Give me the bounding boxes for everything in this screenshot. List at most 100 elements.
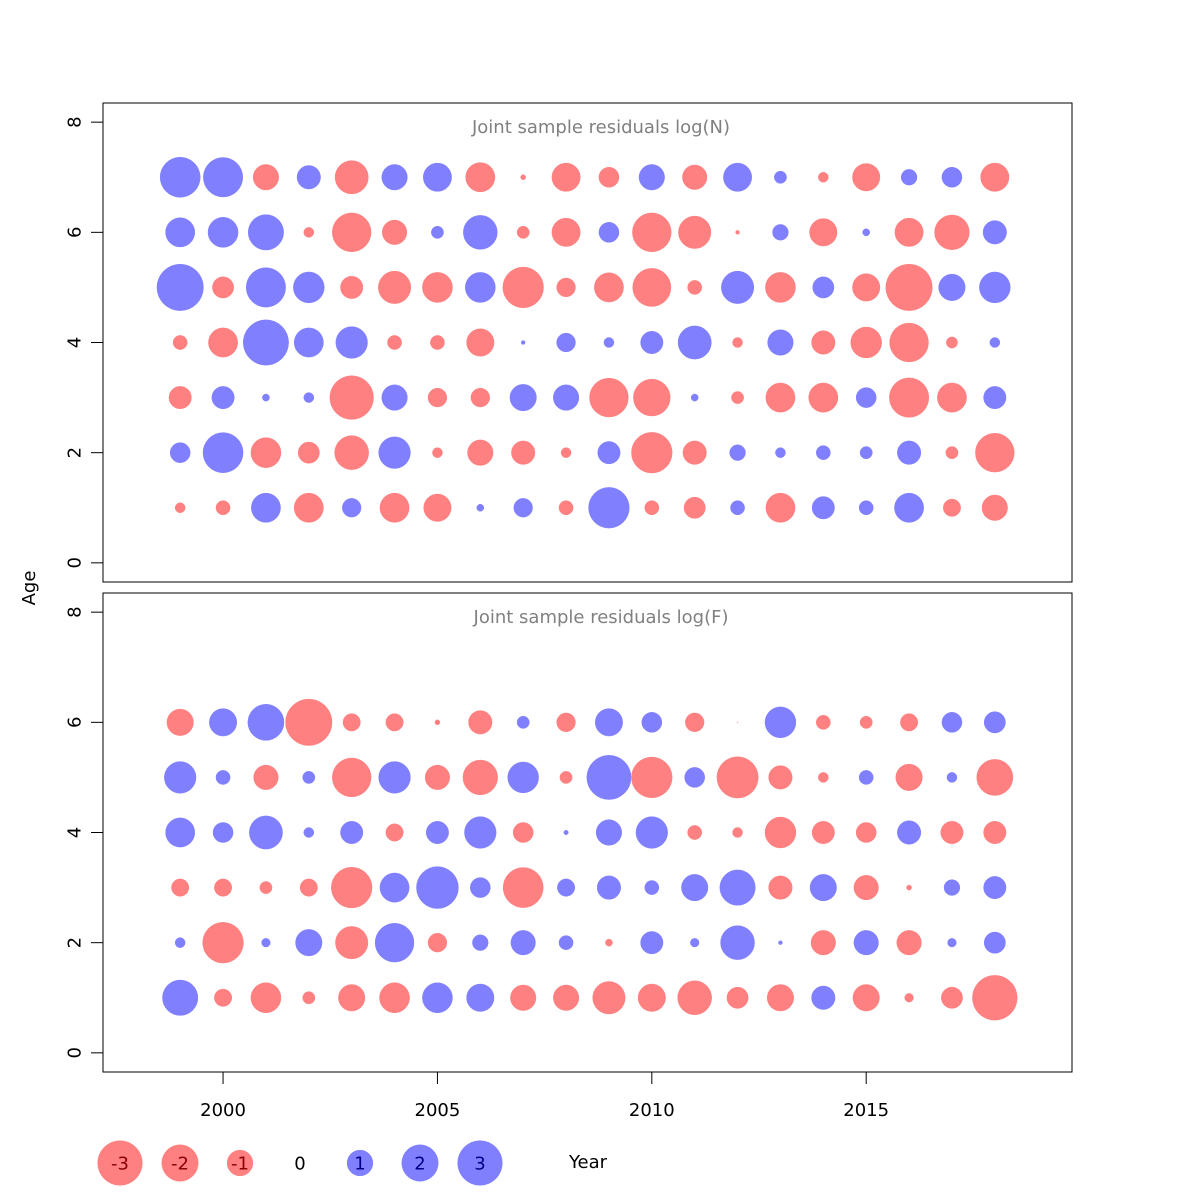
residual-bubble bbox=[262, 393, 270, 402]
residual-bubble bbox=[900, 169, 918, 186]
x-tick-label: 2010 bbox=[629, 1100, 675, 1121]
panel-log-n-title: Joint sample residuals log(N) bbox=[471, 117, 730, 138]
residual-bubble bbox=[594, 708, 623, 737]
residual-bubble bbox=[174, 502, 186, 514]
residual-bubble bbox=[855, 387, 877, 408]
residual-bubble bbox=[468, 710, 493, 735]
panel-log-n-bubbles bbox=[156, 156, 1015, 529]
legend-bubble bbox=[346, 1149, 374, 1177]
residual-bubble bbox=[764, 816, 797, 849]
residual-bubble bbox=[778, 940, 783, 945]
residual-bubble bbox=[378, 270, 412, 304]
residual-bubble bbox=[982, 220, 1007, 245]
residual-bubble bbox=[423, 162, 452, 192]
residual-bubble bbox=[466, 983, 495, 1012]
residual-bubble bbox=[156, 263, 204, 311]
residual-bubble bbox=[947, 938, 957, 948]
residual-bubble bbox=[340, 821, 364, 844]
legend-bubble bbox=[457, 1140, 503, 1186]
residual-bubble bbox=[295, 929, 323, 957]
residual-bubble bbox=[431, 225, 444, 239]
residual-bubble bbox=[812, 276, 835, 299]
residual-bubble bbox=[640, 331, 664, 354]
residual-bubble bbox=[983, 876, 1007, 900]
residual-bubble bbox=[716, 756, 759, 799]
residual-bubble bbox=[557, 878, 575, 897]
residual-bubble bbox=[340, 275, 364, 299]
residual-bubble bbox=[510, 930, 536, 956]
residual-bubble bbox=[168, 386, 192, 410]
residual-bubble bbox=[980, 162, 1010, 192]
x-tick-label: 2015 bbox=[843, 1100, 889, 1121]
residual-bubble bbox=[422, 272, 453, 303]
residual-bubble bbox=[687, 280, 703, 295]
residual-bubble bbox=[335, 326, 368, 359]
residual-bubble bbox=[681, 874, 709, 902]
x-axis-label: Year bbox=[568, 1152, 608, 1173]
residual-bubble bbox=[247, 214, 284, 251]
residual-bubble bbox=[677, 325, 712, 360]
residual-bubble bbox=[862, 228, 870, 237]
residual-bubble bbox=[685, 712, 705, 732]
residual-bubble bbox=[556, 712, 576, 732]
y-tick-label: 4 bbox=[64, 337, 85, 348]
residual-bubble bbox=[815, 445, 831, 461]
residual-bubble bbox=[463, 215, 498, 250]
residual-bubble bbox=[293, 271, 325, 304]
residual-bubble bbox=[810, 930, 836, 956]
residual-bubble bbox=[885, 263, 933, 311]
residual-bubble bbox=[766, 984, 794, 1012]
residual-bubble bbox=[162, 979, 199, 1016]
residual-bubble bbox=[331, 866, 373, 909]
residual-bubble bbox=[723, 162, 752, 192]
residual-bubble bbox=[299, 878, 318, 897]
residual-bubble bbox=[382, 219, 408, 245]
residual-bubble bbox=[171, 878, 190, 897]
residual-bubble bbox=[423, 493, 452, 522]
residual-bubble bbox=[510, 984, 537, 1011]
residual-bubble bbox=[203, 157, 244, 198]
residual-bubble bbox=[430, 335, 445, 350]
residual-bubble bbox=[334, 435, 369, 470]
x-tick-label: 2000 bbox=[200, 1100, 246, 1121]
residual-bubble bbox=[811, 496, 835, 520]
y-tick-label: 4 bbox=[64, 827, 85, 838]
residual-bubble bbox=[588, 487, 630, 529]
residual-bubble bbox=[767, 329, 794, 356]
residual-bubble bbox=[387, 335, 402, 350]
residual-bubble bbox=[470, 877, 491, 898]
residual-bubble bbox=[858, 500, 874, 516]
residual-bubble bbox=[937, 382, 967, 413]
residual-bubble bbox=[943, 879, 961, 896]
residual-bubble bbox=[595, 819, 622, 846]
residual-bubble bbox=[682, 440, 707, 465]
residual-bubble bbox=[775, 447, 786, 458]
residual-bubble bbox=[214, 988, 232, 1007]
residual-bubble bbox=[332, 757, 372, 798]
residual-bubble bbox=[641, 712, 663, 733]
residual-bubble bbox=[293, 492, 324, 523]
residual-bubble bbox=[502, 266, 544, 309]
legend-bubble bbox=[401, 1144, 439, 1182]
residual-bubble bbox=[989, 337, 1001, 348]
residual-bubble bbox=[250, 437, 282, 468]
legend-label: 2 bbox=[414, 1153, 425, 1174]
residual-bubble bbox=[432, 447, 443, 458]
residual-bubble bbox=[894, 492, 924, 523]
residual-bubble bbox=[859, 446, 873, 460]
residual-bubble bbox=[721, 270, 755, 304]
residual-bubble bbox=[209, 708, 238, 737]
residual-bubble bbox=[811, 821, 835, 844]
residual-bubble bbox=[631, 432, 673, 474]
residual-bubble bbox=[462, 759, 498, 796]
y-tick-label: 6 bbox=[64, 227, 85, 238]
residual-bubble bbox=[818, 772, 829, 783]
residual-bubble bbox=[385, 823, 404, 842]
residual-bubble bbox=[303, 227, 315, 238]
residual-bubble bbox=[637, 983, 666, 1012]
legend-label: 3 bbox=[474, 1153, 485, 1174]
residual-bubble bbox=[261, 938, 271, 948]
panel-log-f-y-axis: 0 2 4 6 8 bbox=[64, 606, 103, 1059]
residual-bubble bbox=[809, 874, 837, 902]
residual-bubble bbox=[302, 771, 316, 784]
